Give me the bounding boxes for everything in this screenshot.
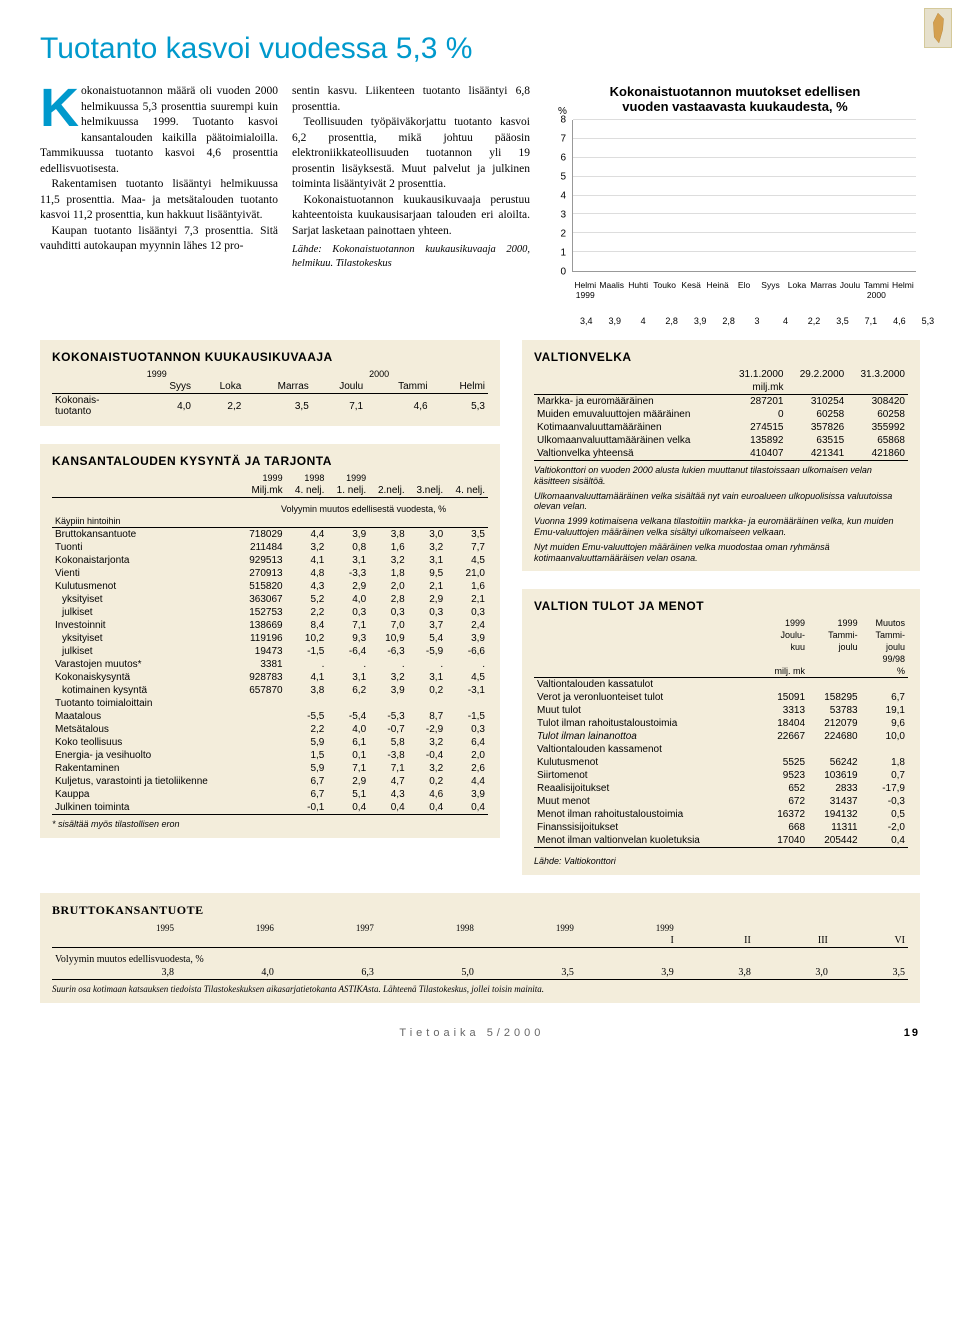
table-valtionvelka: VALTIONVELKA 31.1.200029.2.200031.3.2000… [522,340,920,571]
region-map-icon [924,8,952,48]
dropcap: K [40,86,79,132]
body-text: Kokonaistuotannon määrä oli vuoden 2000 … [40,84,530,312]
table-bruttokansantuote: BRUTTOKANSANTUOTE 1995199619971998199919… [40,893,920,1003]
page-title: Tuotanto kasvoi vuodessa 5,3 % [40,32,920,66]
table-kysynta-tarjonta: KANSANTALOUDEN KYSYNTÄ JA TARJONTA 19991… [40,444,500,838]
table-kokonaistuotanto-kk: KOKONAISTUOTANNON KUUKAUSIKUVAAJA 199920… [40,340,500,426]
bar-chart: Kokonaistuotannon muutokset edellisenvuo… [550,84,920,312]
table-valtion-tulot-menot: VALTION TULOT JA MENOT 19991999MuutosJou… [522,589,920,875]
footer: Tietoaika 5/2000 19 [40,1027,920,1039]
